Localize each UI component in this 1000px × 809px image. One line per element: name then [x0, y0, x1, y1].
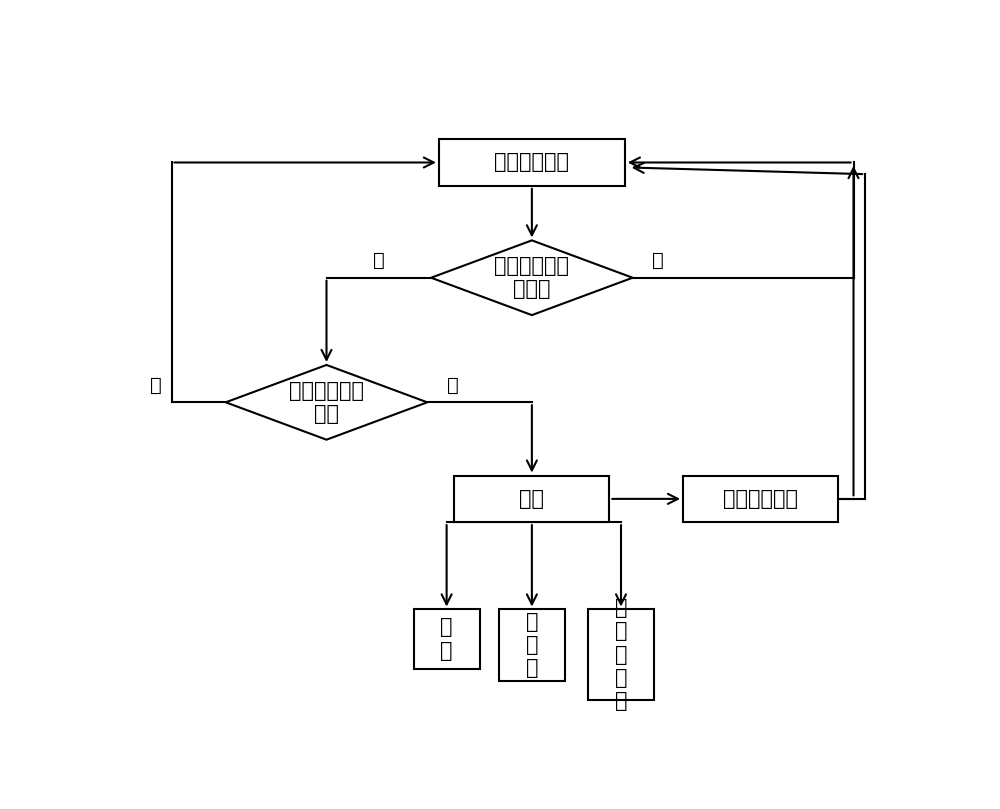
Text: 是: 是 [150, 376, 162, 395]
Text: 预警: 预警 [519, 489, 544, 509]
Bar [414, 609, 480, 668]
Text: 对
焊
机
控
制: 对 焊 机 控 制 [615, 598, 627, 711]
Text: 判断是否为有
效数据: 判断是否为有 效数据 [494, 256, 569, 299]
Bar [499, 609, 565, 681]
Bar [683, 476, 838, 523]
Text: 声
音: 声 音 [440, 617, 453, 661]
Bar [454, 476, 609, 523]
Bar [588, 609, 654, 700]
Polygon shape [431, 240, 633, 316]
Bar [439, 139, 625, 186]
Text: 环境数据采集: 环境数据采集 [494, 152, 569, 172]
Polygon shape [226, 365, 427, 440]
Text: 否: 否 [447, 376, 458, 395]
Text: 完成异常处理: 完成异常处理 [723, 489, 798, 509]
Text: 报
警
灯: 报 警 灯 [526, 612, 538, 679]
Text: 否: 否 [652, 252, 664, 270]
Text: 是: 是 [373, 252, 385, 270]
Text: 判断数据是否
正常: 判断数据是否 正常 [289, 381, 364, 424]
